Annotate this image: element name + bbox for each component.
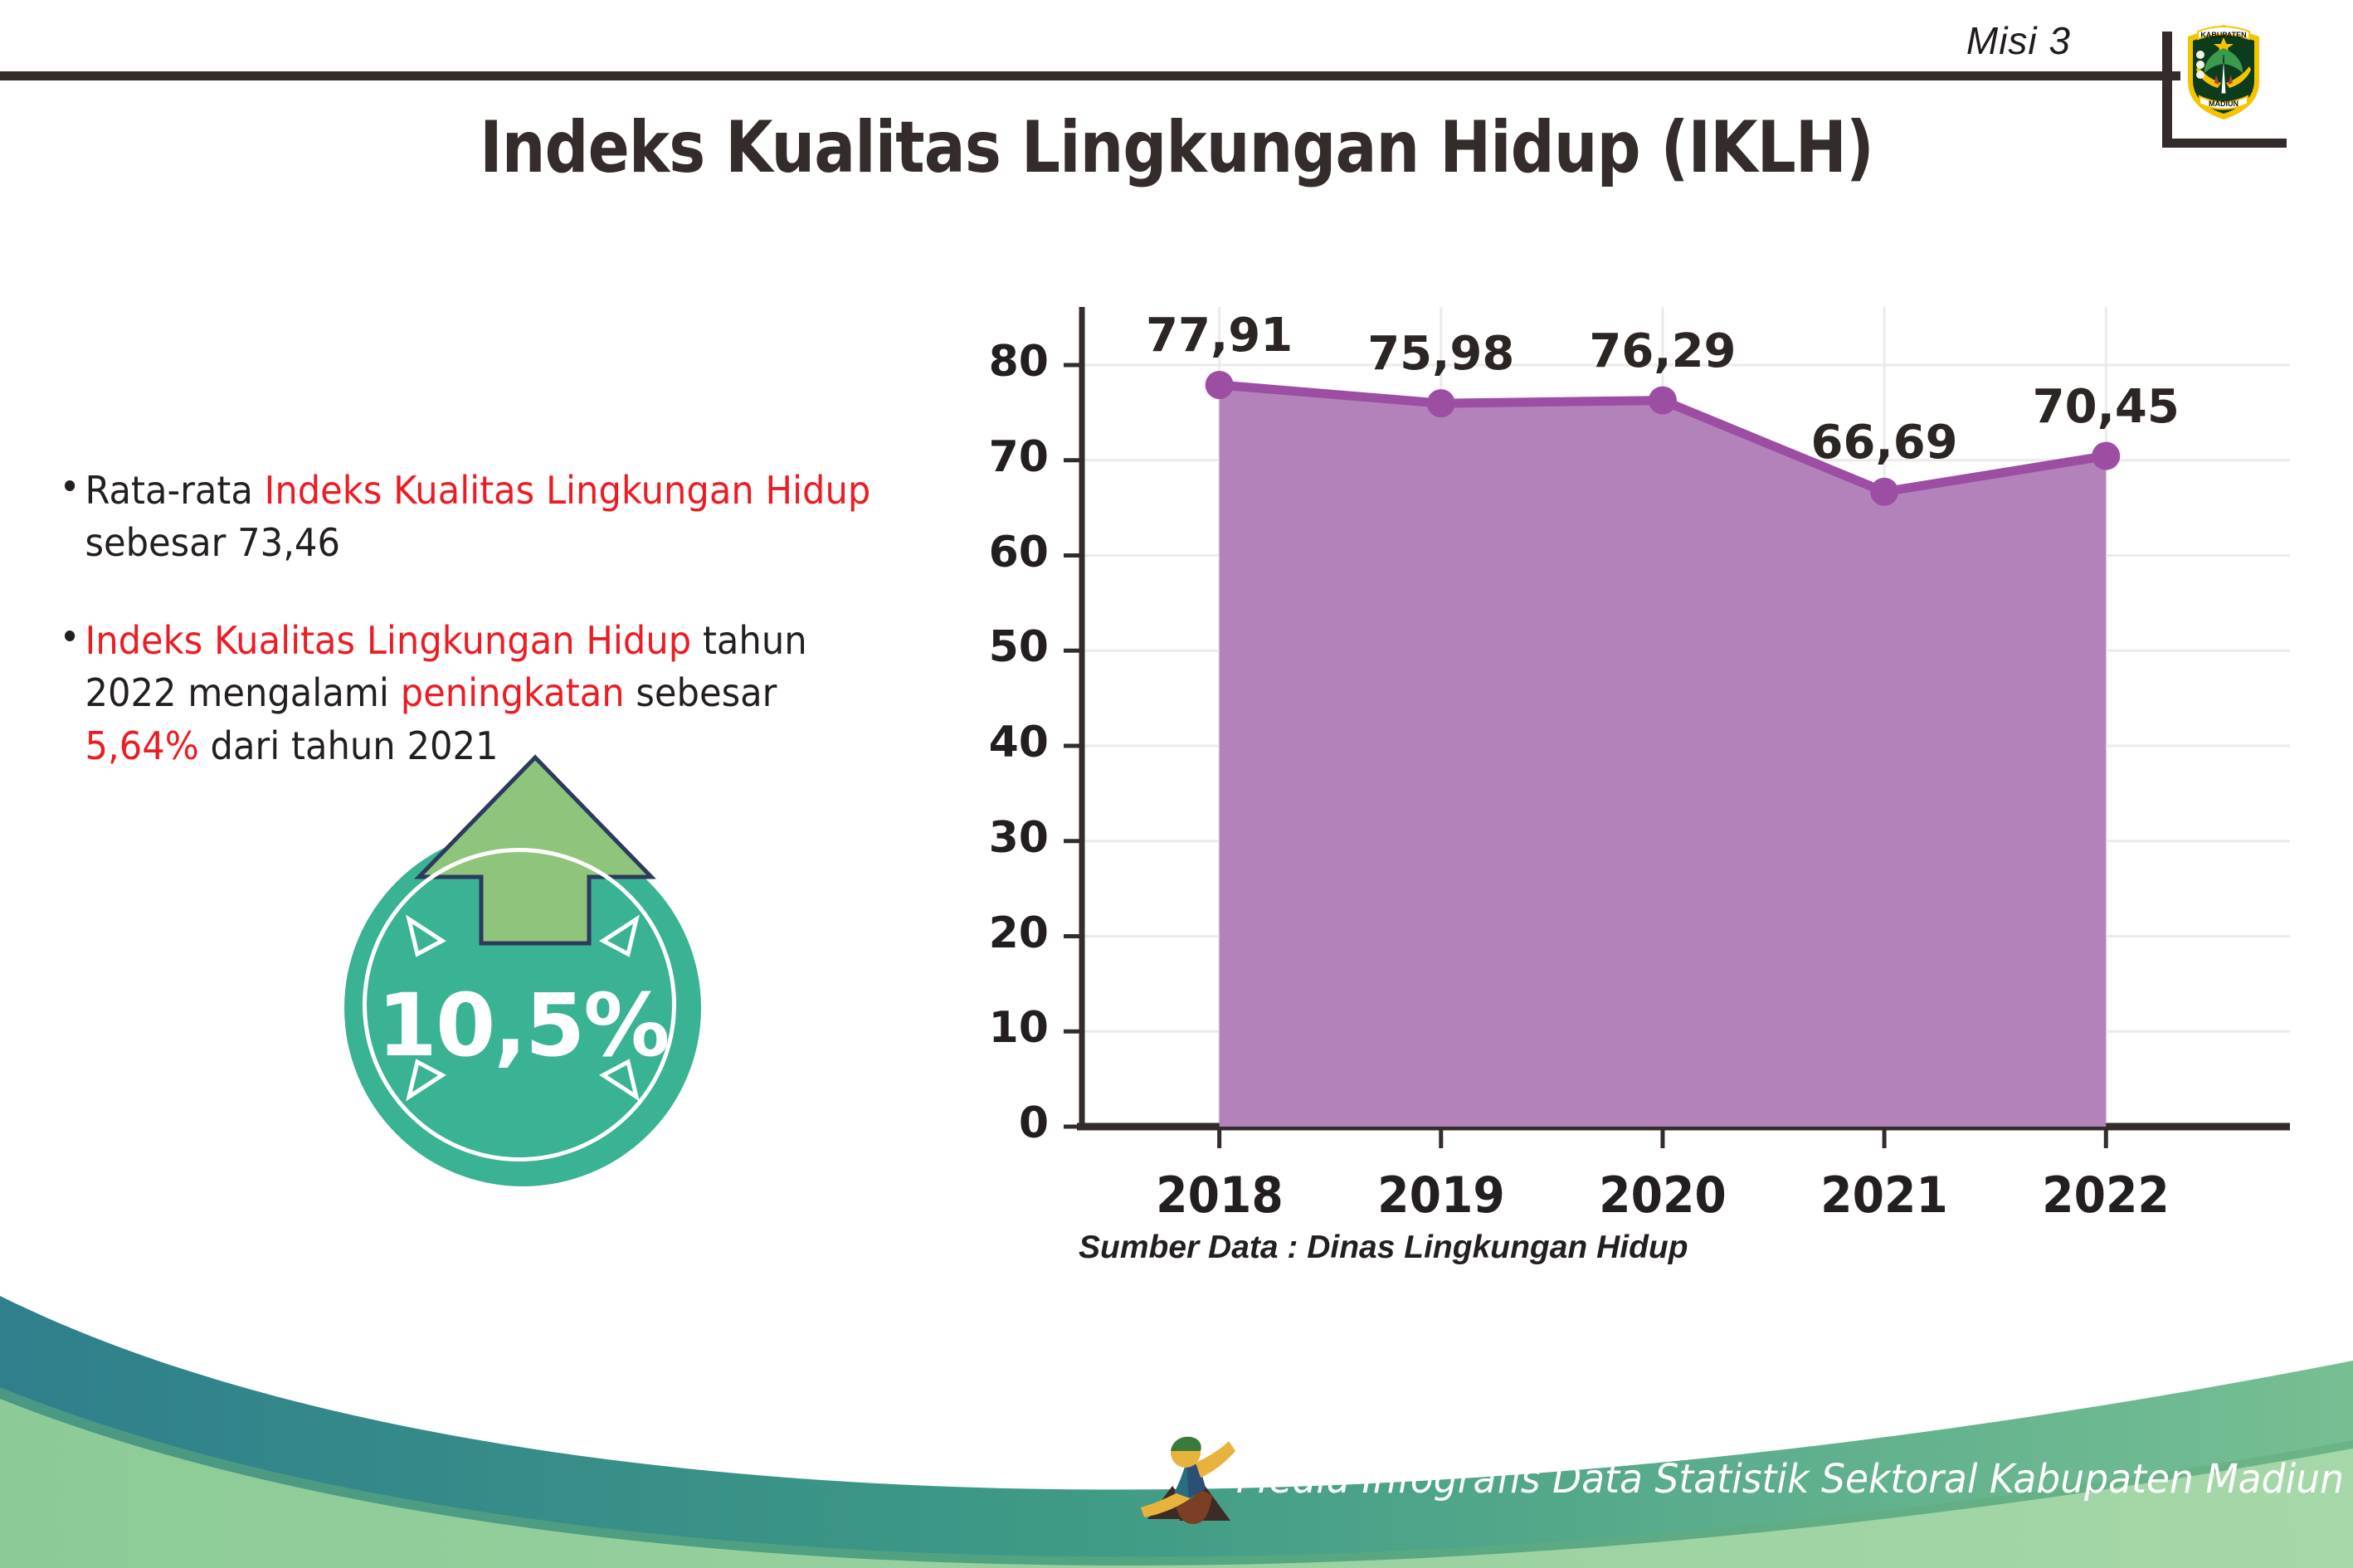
bullet-text-average: Rata-rata Indeks Kualitas Lingkungan Hid… — [85, 468, 870, 565]
ytick-label-30: 30 — [988, 812, 1049, 863]
marker-2019 — [1426, 389, 1455, 418]
bullet-1-part-2: peningkatan — [400, 670, 625, 716]
data-label-2019: 75,98 — [1367, 327, 1515, 382]
bullet-1-part-4: 5,64% — [85, 723, 199, 768]
ytick-label-10: 10 — [988, 1003, 1049, 1054]
ytick-label-40: 40 — [988, 718, 1049, 767]
emblem-top-text: KABUPATEN — [2200, 31, 2246, 39]
footer-wave-lower — [0, 1399, 2353, 1568]
marker-2022 — [2092, 441, 2121, 470]
xtick-label-2019: 2019 — [1376, 1166, 1505, 1225]
footer-waves — [0, 1296, 2353, 1568]
bullet-dot — [65, 631, 76, 642]
logo-frame — [2162, 32, 2287, 148]
bullet-list: Rata-rata Indeks Kualitas Lingkungan Hid… — [65, 465, 936, 817]
chart-x-ticks — [1217, 1127, 2108, 1148]
header-rule — [0, 71, 2180, 80]
bullet-1-part-0: Indeks Kualitas Lingkungan Hidup — [85, 617, 692, 663]
xtick-label-2020: 2020 — [1599, 1166, 1727, 1225]
footer-text: Media Infografis Data Statistik Sektoral… — [1236, 1456, 2353, 1502]
xtick-label-2022: 2022 — [2042, 1166, 2170, 1225]
ytick-label-70: 70 — [988, 431, 1049, 482]
chart-source-note: Sumber Data : Dinas Lingkungan Hidup — [1079, 1230, 1688, 1265]
bullet-0-part-2: sebesar 73,46 — [85, 520, 340, 566]
data-label-2018: 77,91 — [1146, 308, 1293, 363]
bullet-item-average: Rata-rata Indeks Kualitas Lingkungan Hid… — [65, 465, 884, 570]
bullet-item-increase: Indeks Kualitas Lingkungan Hidup tahun 2… — [65, 615, 884, 772]
xtick-label-2021: 2021 — [1820, 1166, 1948, 1225]
ytick-label-20: 20 — [988, 908, 1049, 958]
xtick-label-2018: 2018 — [1155, 1166, 1284, 1225]
chart-markers — [1205, 370, 2121, 506]
bullet-0-part-0: Rata-rata — [85, 468, 265, 513]
statistik-figure-logo-icon — [1141, 1431, 1240, 1547]
iklh-area-chart: 0 10 20 30 40 50 60 70 80 2018 2019 2020 2021 2022 7… — [979, 282, 2307, 1261]
emblem-bottom-text: MADIUN — [2209, 100, 2239, 108]
data-label-2020: 76,29 — [1589, 324, 1737, 378]
badge-tick-marks-icon — [406, 914, 640, 1102]
marker-2021 — [1870, 477, 1899, 506]
ytick-label-60: 60 — [988, 527, 1049, 577]
ytick-label-50: 50 — [988, 622, 1049, 673]
chart-canvas — [1064, 307, 2290, 1148]
bullet-dot — [65, 480, 76, 492]
bullet-1-part-3: sebesar — [624, 670, 777, 716]
bullet-text-increase: Indeks Kualitas Lingkungan Hidup tahun 2… — [85, 618, 806, 768]
bullet-1-part-5: dari tahun 2021 — [198, 723, 499, 768]
logo-frame-vertical-bar — [2162, 32, 2172, 148]
kabupaten-madiun-emblem-icon: KABUPATEN MADIUN — [2178, 15, 2269, 123]
logo-frame-horizontal-bar — [2162, 139, 2287, 148]
footer — [0, 1236, 2353, 1568]
data-label-2021: 66,69 — [1810, 415, 1958, 470]
badge-ring — [363, 848, 676, 1161]
ytick-label-80: 80 — [988, 337, 1049, 387]
chart-area-fill — [1219, 384, 2107, 1127]
bullet-0-part-1: Indeks Kualitas Lingkungan Hidup — [264, 468, 871, 513]
marker-2018 — [1205, 370, 1234, 399]
bullet-1-part-1: tahun 2022 mengalami — [85, 617, 807, 716]
footer-wave-upper — [0, 1296, 2353, 1568]
misi-label: Misi 3 — [1966, 19, 2071, 62]
data-label-2022: 70,45 — [2032, 379, 2180, 434]
badge-value: 10,5% — [377, 975, 670, 1076]
chart-y-ticks — [1064, 363, 1082, 1129]
ytick-label-0: 0 — [1018, 1098, 1049, 1148]
increase-badge: 10,5% — [328, 751, 743, 1186]
page-title: Indeks Kualitas Lingkungan Hidup (IKLH) — [480, 106, 1874, 189]
marker-2020 — [1648, 386, 1677, 415]
